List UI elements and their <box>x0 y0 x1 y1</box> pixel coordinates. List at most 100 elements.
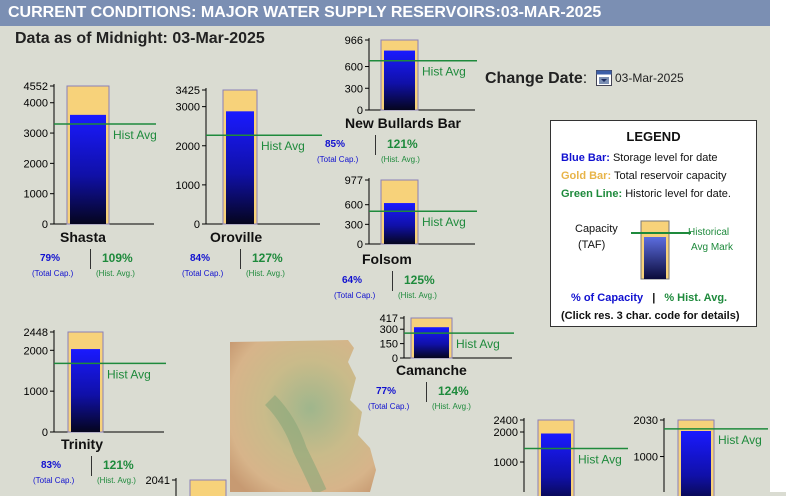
storage-bar <box>681 431 711 496</box>
hist-avg-label: Hist Avg <box>261 139 305 153</box>
legend-title: LEGEND <box>551 129 756 144</box>
y-tick-label: 4000 <box>24 98 48 110</box>
y-tick-label: 0 <box>392 353 398 362</box>
page-header: CURRENT CONDITIONS: MAJOR WATER SUPPLY R… <box>0 0 770 26</box>
hist-avg-caption: (Hist. Avg.) <box>96 269 135 278</box>
y-tick-label: 4552 <box>24 81 48 93</box>
y-tick-label: 300 <box>380 324 398 336</box>
hist-avg-caption: (Hist. Avg.) <box>398 291 437 300</box>
percent-hist-avg: 109% <box>102 251 133 265</box>
y-tick-label: 2030 <box>634 415 658 427</box>
data-as-of-label: Data as of Midnight: 03-Mar-2025 <box>15 30 265 48</box>
legend-gold-row: Gold Bar: Total reservoir capacity <box>561 170 726 182</box>
reservoir-name[interactable]: New Bullards Bar <box>345 115 461 131</box>
y-tick-label: 1000 <box>176 180 200 192</box>
y-tick-label: 2000 <box>176 141 200 153</box>
percent-capacity: 64% <box>342 275 362 286</box>
percent-hist-avg: 121% <box>103 458 134 472</box>
hist-avg-caption: (Hist. Avg.) <box>246 269 285 278</box>
calendar-icon[interactable] <box>596 70 612 86</box>
percent-capacity: 77% <box>376 386 396 397</box>
percent-separator <box>392 271 393 291</box>
y-tick-label: 2000 <box>24 345 48 357</box>
percent-separator <box>90 249 91 269</box>
y-tick-label: 2000 <box>494 427 518 439</box>
y-tick-label: 1000 <box>24 386 48 398</box>
storage-bar <box>70 115 106 224</box>
percent-hist-avg: 121% <box>387 137 418 151</box>
y-tick-label: 2000 <box>24 158 48 170</box>
y-tick-label: 1000 <box>494 457 518 469</box>
legend-taf-label: (TAF) <box>578 239 605 251</box>
hist-avg-label: Hist Avg <box>113 128 157 142</box>
percent-hist-avg: 124% <box>438 384 469 398</box>
y-tick-label: 0 <box>42 219 48 228</box>
capacity-bar <box>190 480 226 496</box>
total-cap-caption: (Total Cap.) <box>33 476 74 485</box>
y-tick-label: 300 <box>345 219 363 231</box>
reservoir-name[interactable]: Camanche <box>396 362 467 378</box>
y-tick-label: 2448 <box>24 327 48 339</box>
percent-separator <box>240 249 241 269</box>
percent-capacity: 84% <box>190 253 210 264</box>
hist-avg-label: Hist Avg <box>718 433 762 447</box>
storage-bar <box>541 434 571 496</box>
reservoir-name[interactable]: Oroville <box>210 229 262 245</box>
storage-bar <box>384 51 415 110</box>
percent-separator <box>426 382 427 402</box>
change-date-value: 03-Mar-2025 <box>615 71 684 85</box>
y-tick-label: 0 <box>357 239 363 248</box>
y-tick-label: 0 <box>194 219 200 228</box>
y-tick-label: 417 <box>380 313 398 325</box>
legend-green-row: Green Line: Historic level for date. <box>561 188 731 200</box>
hist-avg-label: Hist Avg <box>456 337 500 351</box>
hist-avg-label: Hist Avg <box>578 453 622 467</box>
hist-avg-label: Hist Avg <box>422 215 466 229</box>
legend-hist-mark-2: Avg Mark <box>691 242 733 253</box>
storage-bar <box>414 327 449 358</box>
y-tick-label: 1000 <box>634 452 658 464</box>
y-tick-label: 300 <box>345 83 363 95</box>
percent-capacity: 83% <box>41 460 61 471</box>
reservoir-name[interactable]: Trinity <box>61 436 103 452</box>
total-cap-caption: (Total Cap.) <box>317 155 358 164</box>
hist-avg-label: Hist Avg <box>107 367 151 381</box>
hist-avg-caption: (Hist. Avg.) <box>432 402 471 411</box>
legend-box: LEGEND Blue Bar: Storage level for date … <box>550 120 757 327</box>
hist-avg-caption: (Hist. Avg.) <box>381 155 420 164</box>
y-tick-label: 2400 <box>494 415 518 427</box>
hist-avg-caption: (Hist. Avg.) <box>97 476 136 485</box>
percent-separator <box>91 456 92 476</box>
legend-hist-mark-1: Historical <box>688 227 729 238</box>
legend-sample-bar <box>631 219 691 281</box>
legend-blue-row: Blue Bar: Storage level for date <box>561 152 718 164</box>
percent-capacity: 79% <box>40 253 60 264</box>
reservoir-name[interactable]: Shasta <box>60 229 106 245</box>
y-tick-label: 3425 <box>176 85 200 97</box>
legend-footer: (Click res. 3 char. code for details) <box>561 310 740 322</box>
y-tick-label: 2041 <box>146 475 170 487</box>
y-tick-label: 0 <box>357 105 363 114</box>
y-tick-label: 150 <box>380 339 398 351</box>
y-tick-label: 977 <box>345 175 363 187</box>
percent-separator <box>375 135 376 155</box>
legend-capacity-label: Capacity <box>575 223 618 235</box>
percent-capacity: 85% <box>325 139 345 150</box>
total-cap-caption: (Total Cap.) <box>182 269 223 278</box>
y-tick-label: 600 <box>345 200 363 212</box>
reservoir-name[interactable]: Folsom <box>362 251 412 267</box>
y-tick-label: 3000 <box>24 128 48 140</box>
y-tick-label: 0 <box>42 427 48 436</box>
reservoir-chart: 0 300 600 977 Hist Avg <box>333 172 483 248</box>
storage-bar <box>226 111 254 224</box>
y-tick-label: 966 <box>345 35 363 47</box>
change-date-label: Change Date: <box>485 70 587 88</box>
y-tick-label: 3000 <box>176 102 200 114</box>
total-cap-caption: (Total Cap.) <box>32 269 73 278</box>
reservoir-chart: 0 1000 2000 3000 3425 Hist Avg <box>170 82 328 228</box>
legend-percent-row: % of Capacity | % Hist. Avg. <box>571 292 727 304</box>
